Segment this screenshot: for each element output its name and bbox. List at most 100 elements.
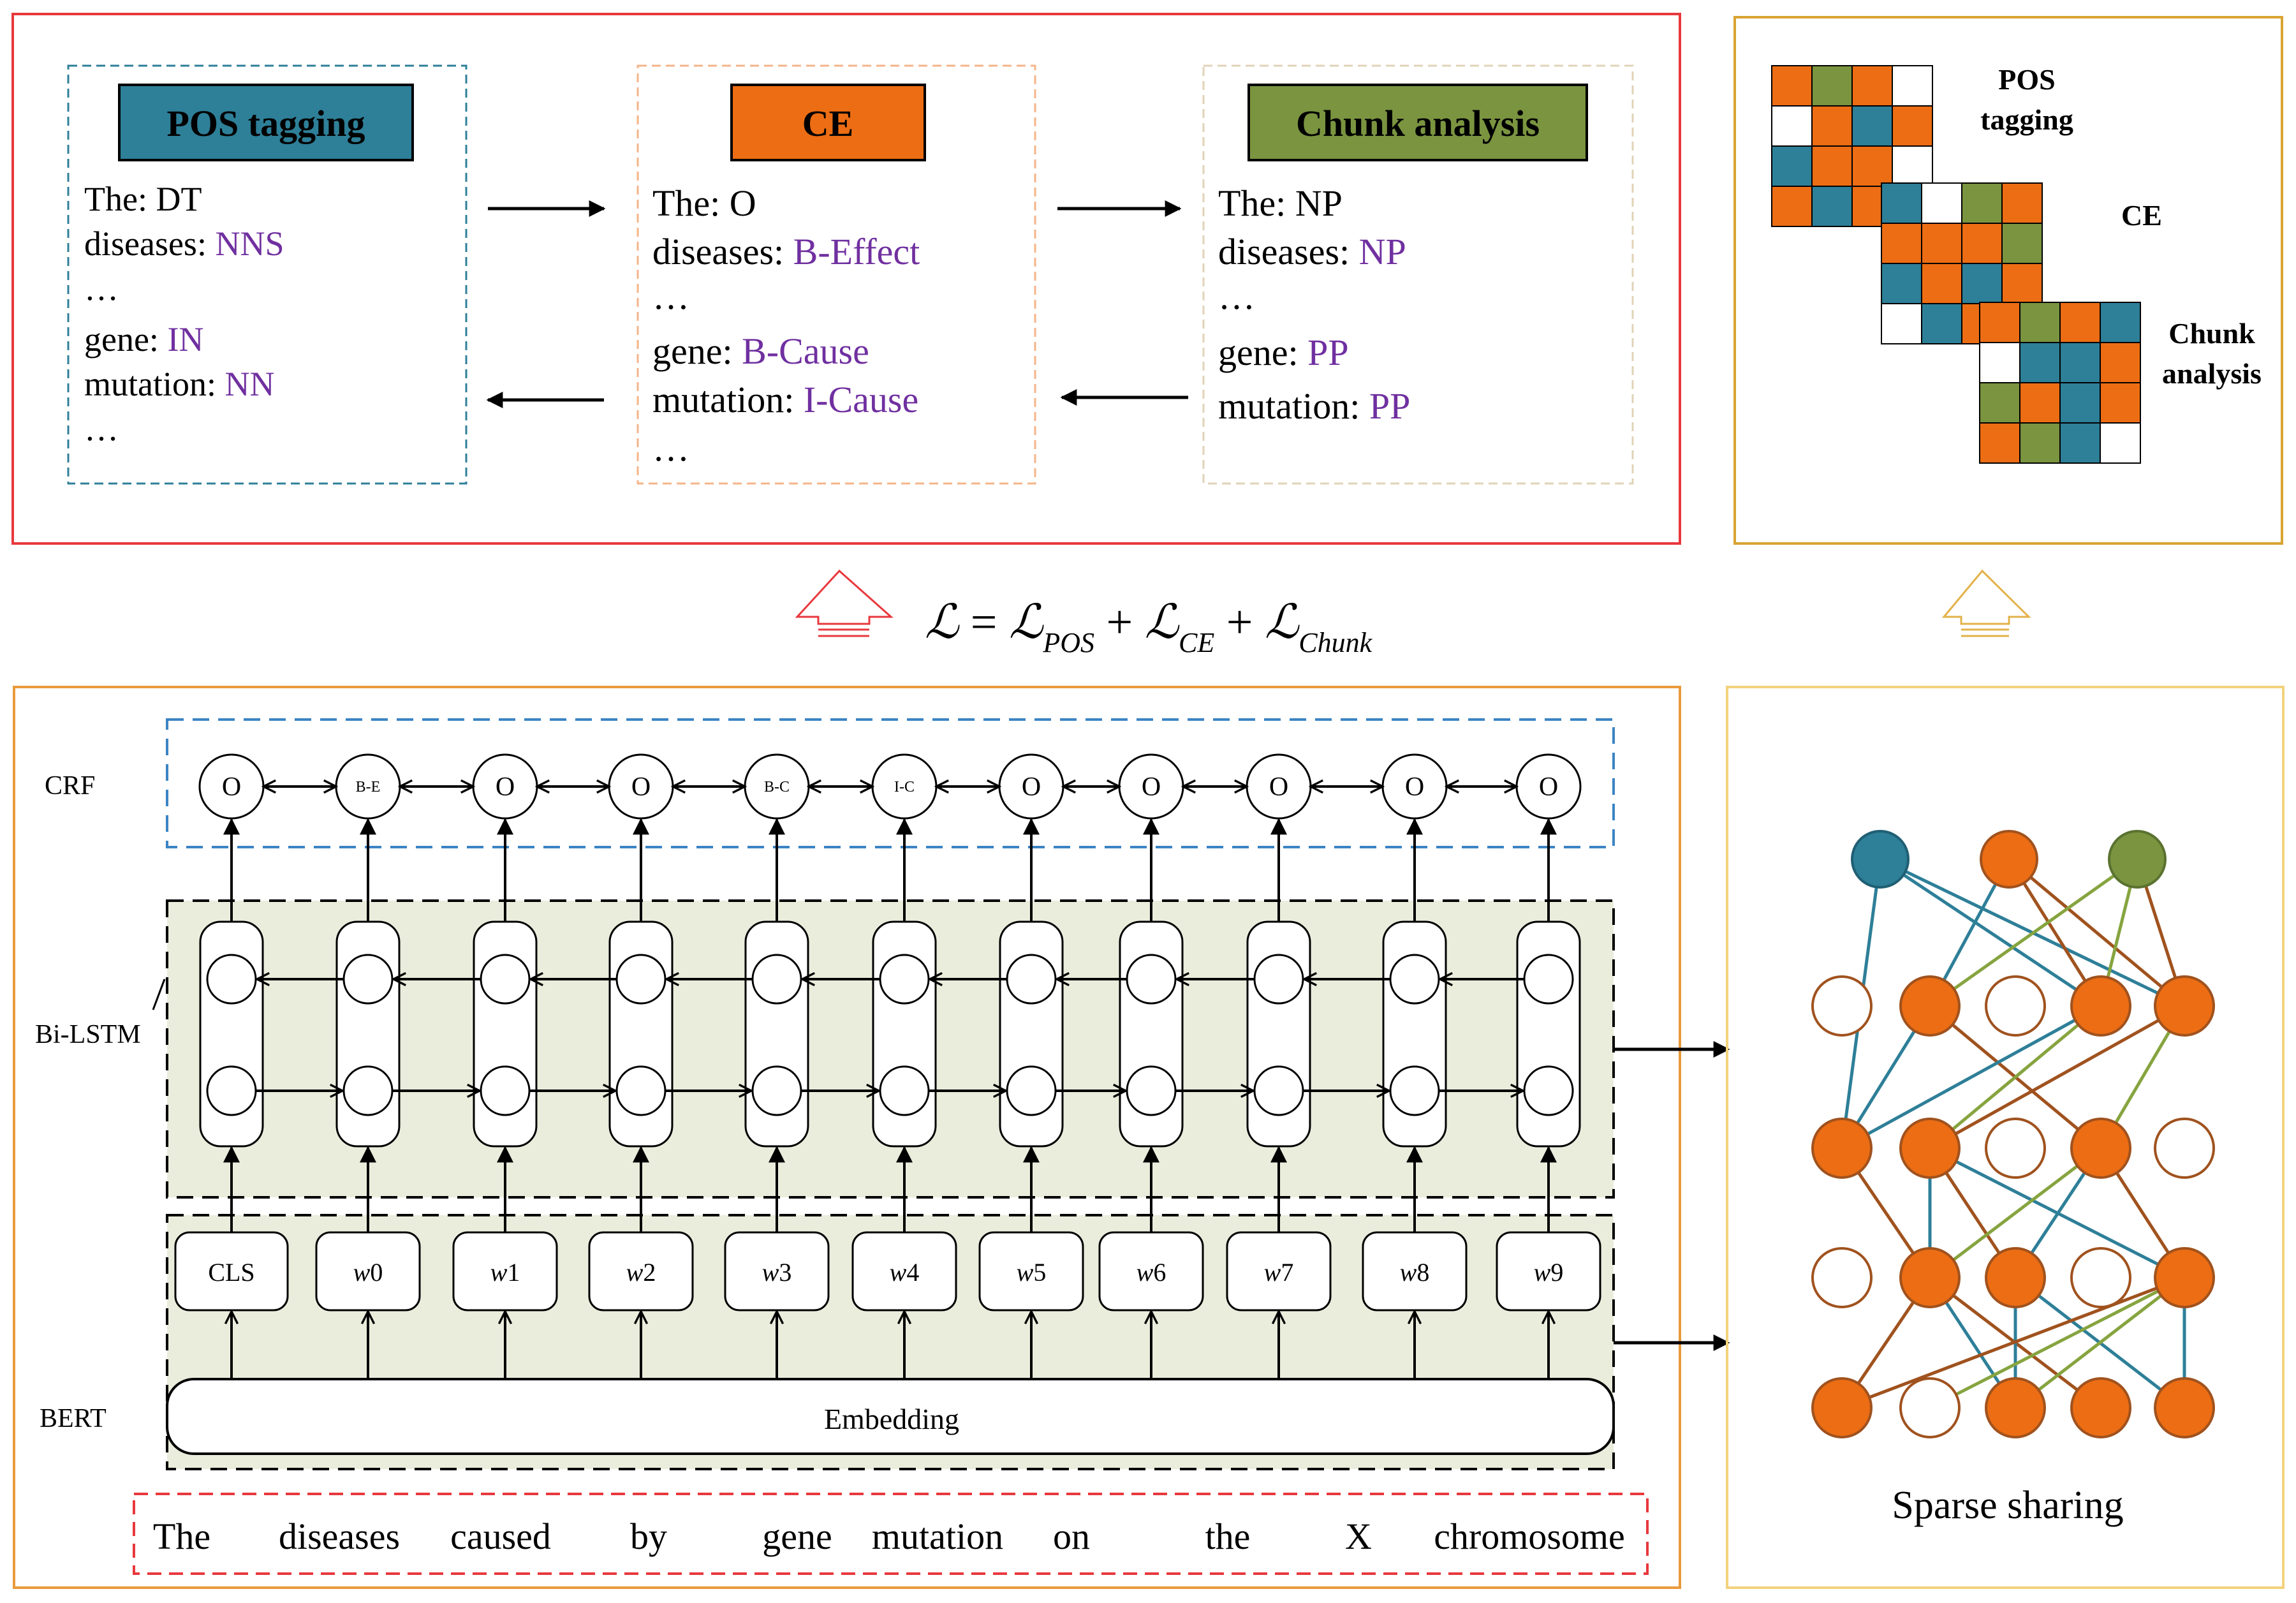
pos-line-word: The: <box>84 180 156 218</box>
pos-line-word: … <box>84 269 119 307</box>
chunk-dashed-frame <box>1202 64 1634 485</box>
ce-line-tag: B-Cause <box>742 330 869 372</box>
crf-tag: O <box>1539 772 1558 802</box>
matrix-cell <box>2059 342 2101 383</box>
chunk-line-word: … <box>1218 276 1255 317</box>
pos-dashed-frame <box>67 64 467 485</box>
crf-tag: I-C <box>894 779 915 795</box>
matrix-cell <box>2001 182 2043 224</box>
matrix-cell <box>1881 303 1922 344</box>
pos-line-word: gene: <box>84 320 167 358</box>
sentence-word: chromosome <box>1434 1516 1625 1557</box>
red-hollow-up-arrow <box>795 569 894 637</box>
pos-line-tag: NN <box>224 365 274 403</box>
ce-line-word: … <box>652 276 689 317</box>
task-node <box>1851 830 1910 889</box>
sentence-word: gene <box>762 1516 832 1557</box>
lstm-forward-unit <box>1126 1065 1177 1116</box>
token-label: w4 <box>890 1258 920 1287</box>
matrix-cell <box>2100 342 2141 383</box>
matrix-cell <box>1811 145 1853 187</box>
sparse-edge <box>2008 858 2186 1007</box>
model-column-4: B-C w3 <box>724 753 830 1379</box>
crf-region <box>166 718 1615 848</box>
token-label: w9 <box>1534 1258 1564 1287</box>
ce-dashed-frame <box>637 64 1036 485</box>
matrix-label-pos-line2: tagging <box>1980 103 2073 136</box>
sentence-word: caused <box>450 1516 551 1557</box>
ce-line-word: diseases: <box>652 231 793 272</box>
pos-line-4: mutation: NN <box>84 365 274 403</box>
token-label: w2 <box>626 1258 656 1287</box>
chunk-line-word: mutation: <box>1218 385 1369 427</box>
crf-tag: O <box>631 772 651 802</box>
token-label: w8 <box>1400 1258 1430 1287</box>
token-label: w1 <box>490 1258 520 1287</box>
chunk-line-2: … <box>1218 276 1255 317</box>
shared-node <box>1811 975 1873 1037</box>
ce-line-tag: O <box>730 182 756 224</box>
matrix-cell <box>2019 422 2061 464</box>
token-index: 6 <box>1153 1258 1166 1287</box>
matrix-1 <box>1881 182 2043 344</box>
model-panel: CRF Bi-LSTM BERT OCLSB-Ew0Ow1Ow2B-Cw3I-C… <box>13 686 1730 1589</box>
sparse-edge <box>1879 857 2102 1008</box>
shared-node <box>2070 1118 2131 1179</box>
shared-node <box>1899 1247 1961 1308</box>
token-label: w7 <box>1264 1258 1294 1287</box>
sparse-sharing-panel: Sparse sharing <box>1726 686 2285 1589</box>
loss-term-sub: CE <box>1179 627 1214 658</box>
lstm-forward-unit <box>206 1065 257 1116</box>
shared-node <box>2154 975 2215 1037</box>
token-label: CLS <box>208 1258 254 1287</box>
matrix-cell <box>2100 422 2141 464</box>
matrix-cell <box>1851 105 1893 147</box>
lstm-backward-unit <box>1523 954 1574 1005</box>
matrix-cell <box>1851 65 1893 107</box>
shared-node <box>1899 1118 1961 1179</box>
chunk-title-box <box>1247 84 1588 161</box>
loss-row: ℒ = ℒPOS​ + ℒCE​ + ℒChunk​ <box>795 569 2031 658</box>
sparse-edge <box>1929 1005 2102 1149</box>
token-label: w0 <box>353 1258 383 1287</box>
chunk-title: Chunk analysis <box>1296 103 1540 144</box>
bilstm-label: Bi-LSTM <box>35 1020 141 1049</box>
sparse-edge <box>1929 1004 2186 1150</box>
matrix-label-chunk-line2: analysis <box>2162 357 2262 390</box>
pos-tagging-box: POS tagging The: DT diseases: NNS … gene: I… <box>67 64 467 485</box>
shared-node <box>1811 1377 1873 1438</box>
ce-line-word: The: <box>652 182 730 224</box>
sparse-edge <box>2014 1276 2186 1409</box>
token-main: w <box>762 1258 779 1287</box>
loss-equation: ℒ = ℒPOS​ + ℒCE​ + ℒChunk​ <box>925 596 1373 658</box>
shared-node <box>1985 1377 2046 1438</box>
matrix-cell <box>1921 223 1962 264</box>
sparse-edge <box>1929 1276 2186 1410</box>
token-label: w3 <box>762 1258 792 1287</box>
task-node <box>2108 830 2167 889</box>
sparse-panel-frame <box>1726 686 2285 1589</box>
token-main: w <box>1400 1258 1417 1287</box>
lstm-forward-unit <box>480 1065 531 1116</box>
chunk-line-3: gene: PP <box>1218 332 1349 373</box>
model-column-6: Ow5 <box>978 753 1084 1379</box>
lstm-forward-unit <box>342 1065 394 1116</box>
token-index: 1 <box>507 1258 520 1287</box>
matrix-cell <box>2059 302 2101 343</box>
ce-line-word: gene: <box>652 330 742 372</box>
chunk-line-word: gene: <box>1218 332 1307 373</box>
ce-line-1: diseases: B-Effect <box>652 231 920 272</box>
token-label: w5 <box>1017 1258 1047 1287</box>
ce-line-2: … <box>652 276 689 317</box>
shared-node <box>2070 1377 2131 1438</box>
matrix-cell <box>1892 65 1933 107</box>
chunk-line-4: mutation: PP <box>1218 385 1410 427</box>
sparse-sharing-label: Sparse sharing <box>1892 1484 2123 1527</box>
sentence-word: on <box>1053 1516 1090 1557</box>
sparse-edge <box>1841 1276 2185 1410</box>
chunk-line-tag: PP <box>1307 332 1349 373</box>
matrix-cell <box>1961 263 2003 304</box>
lstm-backward-unit <box>1253 954 1304 1005</box>
token-index: 0 <box>370 1258 383 1287</box>
